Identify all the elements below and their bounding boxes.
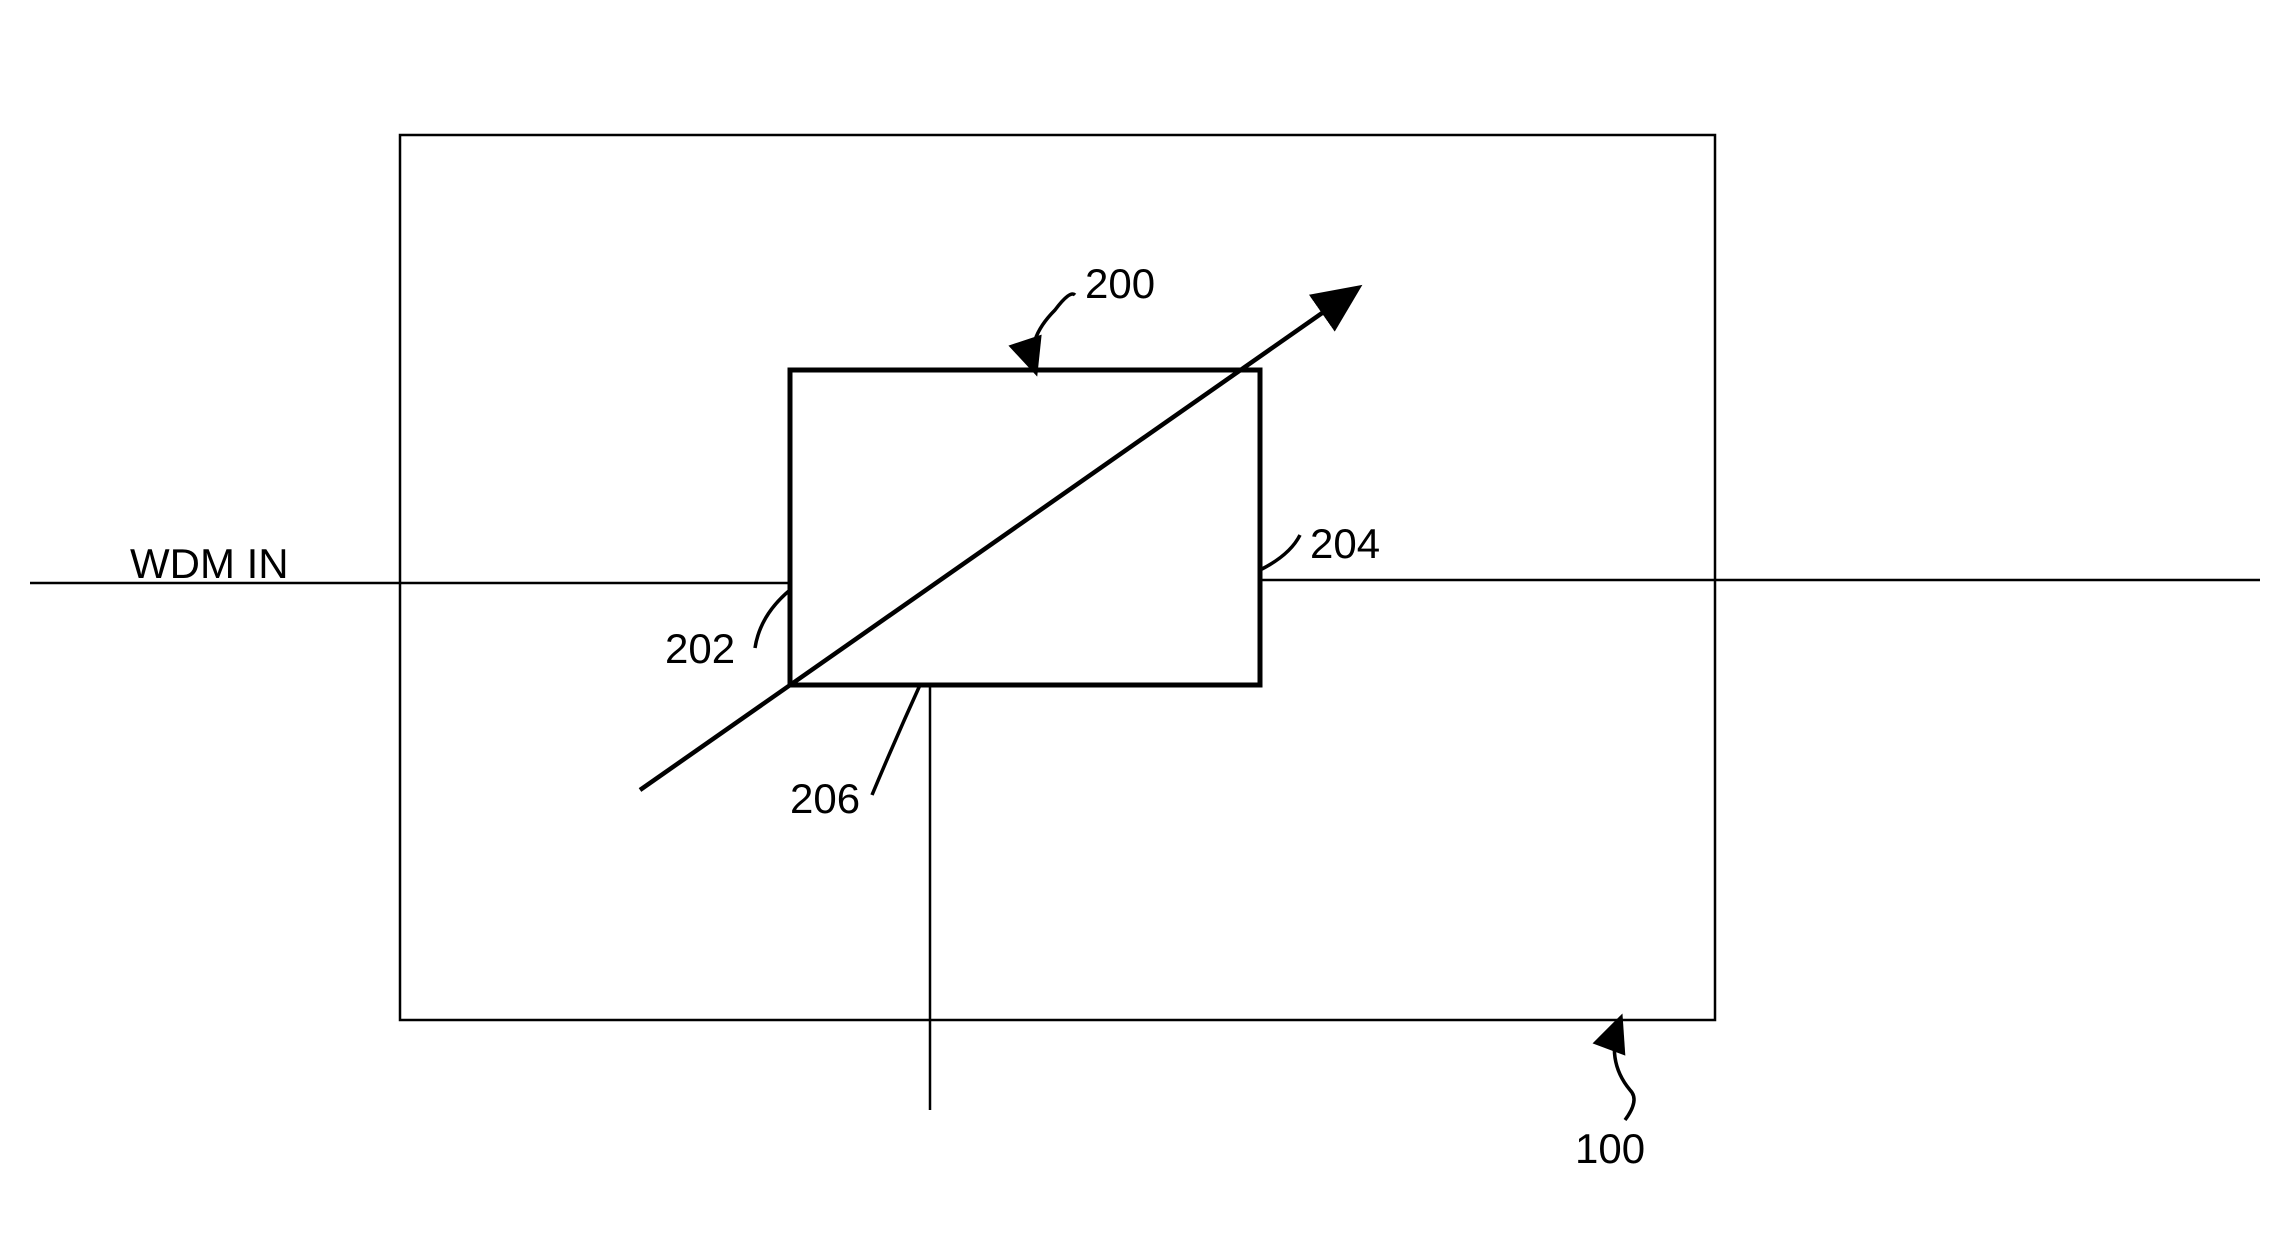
ref-200-label: 200 xyxy=(1085,260,1155,308)
leader-100 xyxy=(1614,1020,1634,1120)
diagram-container: WDM IN 200 202 204 206 100 xyxy=(0,0,2284,1251)
leader-200 xyxy=(1033,294,1076,370)
diagram-svg xyxy=(0,0,2284,1251)
leader-206 xyxy=(872,685,920,795)
ref-202-label: 202 xyxy=(665,625,735,673)
leader-202 xyxy=(755,590,790,648)
ref-204-label: 204 xyxy=(1310,520,1380,568)
ref-206-label: 206 xyxy=(790,775,860,823)
leader-204 xyxy=(1260,535,1300,570)
ref-100-label: 100 xyxy=(1575,1125,1645,1173)
wdm-in-label: WDM IN xyxy=(130,540,289,588)
